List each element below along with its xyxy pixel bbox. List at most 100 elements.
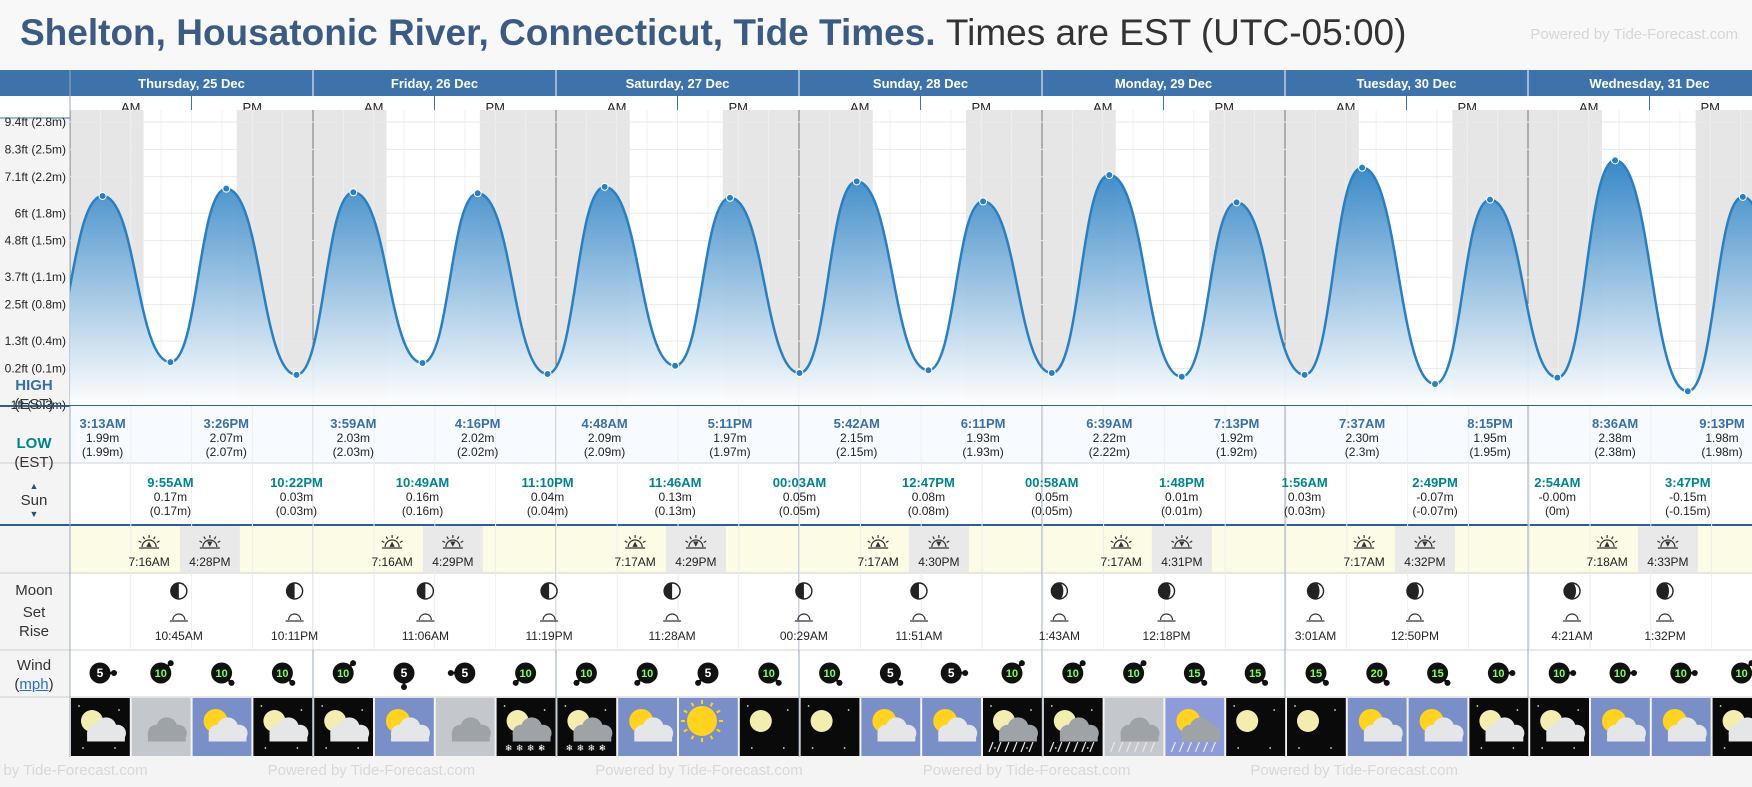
wind-speed-circle (454, 662, 476, 684)
wind-south-icon: 5 (393, 662, 415, 690)
low-tide-height-paren: (0m) (1545, 504, 1570, 518)
sun-ray (1353, 540, 1357, 544)
wind-speed: 15 (1188, 668, 1200, 680)
night-clear-icon (1226, 698, 1285, 756)
moon-arc (665, 613, 679, 621)
moon-arc (1658, 613, 1672, 621)
sunrise-icon: ▲ (1353, 535, 1375, 549)
wind-arrow-head (634, 679, 641, 686)
high-tide-height-paren: (2.38m) (1594, 445, 1635, 459)
night-snow-icon: ❄ ❄ ❄ ❄ (557, 698, 617, 756)
low-tide-time: 00:58AM (1025, 475, 1078, 490)
high-tide-height-paren: (2.02m) (457, 445, 498, 459)
wind-southeast-icon: 15 (1427, 662, 1451, 686)
high-tide-point (473, 189, 482, 198)
low-tide-time: 11:10PM (522, 475, 574, 490)
partly-sunny-icon (1347, 698, 1407, 756)
sun-arc (1599, 539, 1615, 548)
wind-speed-circle (1487, 662, 1509, 684)
wind-northeast-icon: 10 (1062, 660, 1086, 684)
sun-ray (716, 728, 721, 733)
low-tide-height: 0.13m (658, 490, 691, 504)
cloud-base (269, 732, 308, 742)
partly-sunny-icon (1591, 698, 1650, 756)
moonrise-time: 10:45AM (155, 629, 203, 643)
sun-ray (456, 536, 460, 540)
star (321, 705, 324, 707)
star (847, 709, 850, 711)
powered-by-footer-text: Powered by Tide-Forecast.com (0, 762, 148, 779)
sun-ray (153, 536, 156, 540)
star (1269, 747, 1272, 749)
wind-arrow-head (1079, 660, 1086, 667)
rain-drop (1081, 741, 1087, 753)
wind-arrow-head (1201, 679, 1208, 686)
star (843, 747, 846, 749)
first-quarter-icon (910, 582, 928, 600)
low-tide-height-paren: (0.01m) (1161, 504, 1202, 518)
moon-arc (1565, 613, 1579, 621)
snowflake: ❄ (599, 744, 607, 754)
day-label: Sunday, 28 Dec (873, 76, 968, 91)
moonset-icon (1050, 613, 1069, 622)
sunset-icon: ▼ (1414, 535, 1436, 549)
y-tick-label: 2.5ft (0.8m) (5, 298, 66, 312)
low-tide-height-paren: (0.05m) (779, 504, 820, 518)
high-tide-point (1232, 198, 1241, 207)
star (325, 747, 328, 749)
cloud-base (938, 732, 977, 742)
high-tide-height-paren: (2.3m) (1345, 445, 1380, 459)
sunrise-time: 7:16AM (371, 555, 412, 569)
day-label: Wednesday, 31 Dec (1589, 76, 1709, 91)
star (782, 747, 785, 749)
moon-shadow (286, 583, 295, 599)
wind-speed: 15 (1310, 668, 1322, 680)
cloud-base (1120, 732, 1159, 742)
moon-shadow (1307, 583, 1320, 599)
first-quarter-icon (170, 582, 188, 600)
moonrise-icon (1157, 613, 1176, 622)
wind-speed-circle (150, 662, 172, 684)
sun-ray (703, 540, 707, 544)
sun-ray (946, 540, 950, 544)
star (811, 747, 814, 749)
low-tide-point (1431, 380, 1440, 389)
wind-southeast-icon: 5 (879, 662, 904, 686)
high-tide-height-paren: (1.92m) (1216, 445, 1257, 459)
low-tide-height: 0.05m (1035, 490, 1068, 504)
low-tide-point (1553, 373, 1562, 382)
moon-shadow (417, 583, 426, 599)
high-tide-time: 3:13AM (79, 416, 125, 431)
mph-link[interactable]: mph (19, 676, 49, 693)
star (1330, 747, 1332, 749)
low-tide-height-paren: (0.05m) (1031, 504, 1072, 518)
star (1573, 747, 1576, 749)
night-clear-icon (1287, 698, 1346, 756)
low-tide-height: -0.00m (1539, 490, 1576, 504)
star (786, 709, 789, 711)
high-tide-time: 3:26PM (203, 416, 249, 431)
sunset-icon: ▼ (685, 535, 707, 549)
sun-ray (138, 540, 142, 544)
sun-ray (1414, 540, 1418, 544)
powered-by-footer-text: Powered by Tide-Forecast.com (922, 762, 1131, 779)
sun-ray (882, 536, 885, 540)
low-tide-time: 11:46AM (649, 475, 702, 490)
sunrise-icon: ▲ (624, 535, 646, 549)
sun-ray (213, 536, 217, 540)
wind-speed: 10 (1067, 668, 1079, 680)
partly-sunny-icon (618, 698, 677, 756)
wind-speed: 5 (948, 666, 955, 680)
moon-row-label: Moon Set Rise (0, 581, 68, 641)
sun-arc (688, 539, 704, 548)
low-row-label: LOW (EST) (0, 434, 68, 472)
low-tide-height-paren: (0.16m) (402, 504, 443, 518)
rain-drop (1110, 741, 1116, 753)
sun-ray (156, 540, 160, 544)
high-tide-time: 8:36AM (1592, 416, 1638, 431)
rain-drop (1194, 741, 1200, 753)
wind-speed-circle (1123, 662, 1145, 684)
rain-drop (1150, 741, 1156, 753)
powered-by-footer-text: Powered by Tide-Forecast.com (1250, 762, 1458, 779)
low-tide-height: -0.15m (1669, 490, 1706, 504)
